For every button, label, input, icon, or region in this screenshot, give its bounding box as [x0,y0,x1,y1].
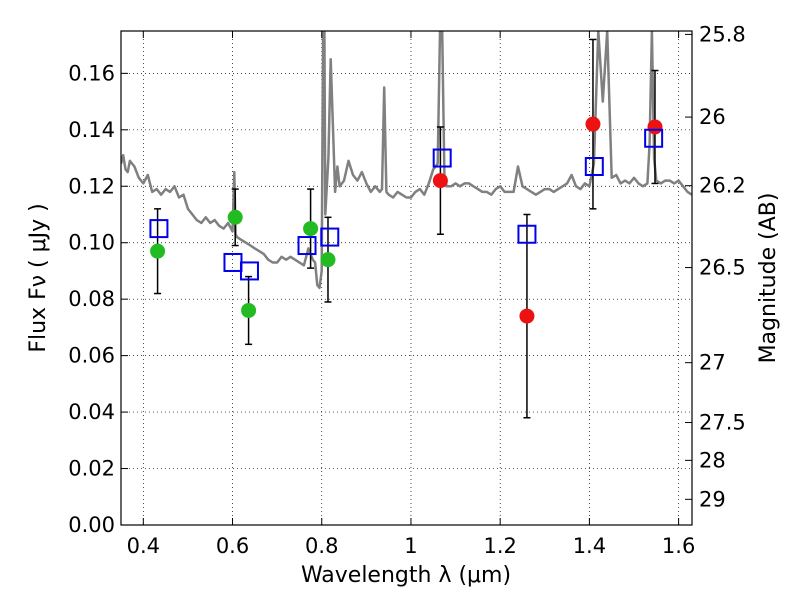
y-tick-labels: 0.00 0.02 0.04 0.06 0.08 0.10 0.12 0.14 0.16 [68,61,115,537]
observed-point [519,308,535,324]
right-tick-label: 26.2 [699,174,746,198]
right-tick-label: 29 [699,487,726,511]
model-square-point [149,219,169,239]
y-tick-label: 0.14 [68,118,115,142]
model-square-point [644,128,664,148]
model-square-point [239,261,259,281]
model-points-layer [149,128,664,281]
model-square-point [320,227,340,247]
right-tick-label: 27 [699,351,726,375]
x-tick-label: 1.4 [573,534,606,558]
model-square-point [297,236,317,256]
x-tick-label: 1 [404,534,417,558]
observed-point [432,173,448,189]
y-tick-label: 0.06 [68,344,115,368]
x-tick-labels: 0.4 0.6 0.8 1 1.2 1.4 1.6 [127,534,696,558]
observed-point [150,243,166,259]
observed-points-layer [150,116,663,324]
observed-point [647,119,663,135]
x-tick-label: 0.6 [216,534,249,558]
x-tick-label: 0.4 [127,534,160,558]
model-square-point [432,148,452,168]
y-tick-label: 0.10 [68,231,115,255]
tick-layer [121,31,692,526]
model-square-point [584,156,604,176]
right-tick-label: 28 [699,448,726,472]
x-tick-label: 1.2 [483,534,516,558]
x-tick-label: 0.8 [305,534,338,558]
observed-point [241,302,257,318]
y-tick-label: 0.00 [68,513,115,537]
right-axis-title: Magnitude (AB) [756,193,781,364]
y-tick-label: 0.02 [68,457,115,481]
plot-frame [120,30,693,526]
plot-area [121,31,692,525]
right-tick-label: 25.8 [699,22,746,46]
y-tick-label: 0.12 [68,174,115,198]
x-axis-title: Wavelength λ (μm) [301,563,511,588]
right-tick-label: 26.5 [699,256,746,280]
right-tick-label: 26 [699,105,726,129]
x-tick-label: 1.6 [662,534,695,558]
observed-point [227,209,243,225]
model-square-point [517,224,537,244]
y-tick-label: 0.16 [68,61,115,85]
y-tick-label: 0.08 [68,287,115,311]
right-tick-labels: 25.8 26 26.2 26.5 27 27.5 28 29 [699,22,746,511]
y-axis-title: Flux Fν ( μJy ) [26,203,51,352]
observed-point [303,221,319,237]
observed-point [585,116,601,132]
y-tick-label: 0.04 [68,400,115,424]
right-tick-label: 27.5 [699,411,746,435]
observed-point [320,252,336,268]
